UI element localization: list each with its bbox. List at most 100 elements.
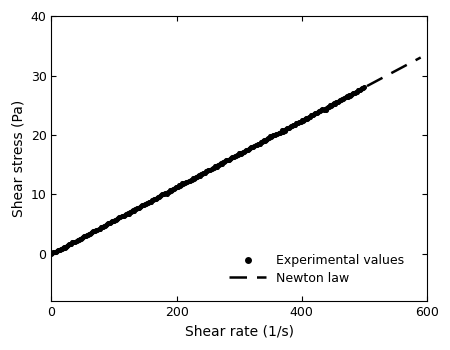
Experimental values xyxy=(337,97,344,103)
Experimental values xyxy=(293,120,300,125)
Experimental values xyxy=(333,99,340,105)
Experimental values xyxy=(266,135,273,141)
Experimental values xyxy=(347,92,354,98)
Experimental values xyxy=(258,139,265,145)
Experimental values xyxy=(144,200,151,206)
Experimental values xyxy=(295,121,302,126)
Experimental values xyxy=(118,214,125,219)
Legend: Experimental values, Newton law: Experimental values, Newton law xyxy=(224,248,410,289)
Experimental values xyxy=(261,138,269,144)
Experimental values xyxy=(149,197,157,203)
Experimental values xyxy=(350,91,357,96)
Experimental values xyxy=(322,107,329,112)
Experimental values xyxy=(275,131,282,136)
Experimental values xyxy=(296,119,303,125)
Experimental values xyxy=(310,111,318,117)
Experimental values xyxy=(202,170,209,175)
Experimental values xyxy=(346,93,353,99)
Experimental values xyxy=(361,84,368,90)
Experimental values xyxy=(176,183,184,189)
Experimental values xyxy=(223,157,230,163)
Experimental values xyxy=(315,110,322,115)
Experimental values xyxy=(190,176,198,181)
Experimental values xyxy=(93,227,100,233)
Experimental values xyxy=(135,205,142,211)
Experimental values xyxy=(205,168,212,173)
Experimental values xyxy=(170,187,177,192)
Experimental values xyxy=(288,124,296,129)
Experimental values xyxy=(353,89,360,95)
Experimental values xyxy=(292,122,299,127)
Experimental values xyxy=(229,155,236,160)
Experimental values xyxy=(201,170,208,176)
Experimental values xyxy=(308,112,315,118)
Experimental values xyxy=(204,168,211,174)
Experimental values xyxy=(243,147,250,153)
Experimental values xyxy=(231,153,238,159)
Experimental values xyxy=(114,217,121,222)
Experimental values xyxy=(156,194,163,200)
Experimental values xyxy=(243,147,251,153)
Experimental values xyxy=(348,91,356,97)
Experimental values xyxy=(279,129,286,134)
Experimental values xyxy=(119,213,126,219)
Experimental values xyxy=(59,245,67,251)
Experimental values xyxy=(134,205,141,210)
Experimental values xyxy=(325,104,333,110)
Experimental values xyxy=(329,101,337,107)
Experimental values xyxy=(74,237,81,243)
Experimental values xyxy=(290,122,297,128)
Experimental values xyxy=(256,141,263,146)
Experimental values xyxy=(78,235,86,241)
Experimental values xyxy=(133,206,140,211)
Experimental values xyxy=(194,173,202,178)
Experimental values xyxy=(180,181,187,187)
Experimental values xyxy=(280,127,288,133)
Experimental values xyxy=(147,199,154,204)
Experimental values xyxy=(102,223,109,228)
Experimental values xyxy=(260,138,267,143)
Experimental values xyxy=(211,163,218,169)
Experimental values xyxy=(143,200,150,205)
Experimental values xyxy=(86,231,94,237)
Experimental values xyxy=(97,224,104,230)
Experimental values xyxy=(165,189,172,194)
Experimental values xyxy=(302,116,309,121)
Experimental values xyxy=(58,246,65,251)
Experimental values xyxy=(255,141,262,146)
Experimental values xyxy=(238,150,246,156)
Experimental values xyxy=(104,221,111,227)
Experimental values xyxy=(131,207,139,212)
Experimental values xyxy=(259,138,266,144)
Experimental values xyxy=(268,134,275,140)
Experimental values xyxy=(237,151,244,156)
Experimental values xyxy=(349,91,356,96)
Experimental values xyxy=(212,163,219,169)
Experimental values xyxy=(188,177,195,183)
Experimental values xyxy=(352,89,360,95)
Experimental values xyxy=(341,95,348,101)
Experimental values xyxy=(184,180,191,185)
Experimental values xyxy=(77,236,84,241)
Experimental values xyxy=(356,87,364,93)
Experimental values xyxy=(316,108,323,114)
Experimental values xyxy=(183,180,190,185)
Experimental values xyxy=(167,188,174,193)
Experimental values xyxy=(173,184,180,190)
Experimental values xyxy=(125,211,132,217)
Experimental values xyxy=(233,152,240,158)
Experimental values xyxy=(218,161,225,166)
Experimental values xyxy=(270,133,277,138)
Experimental values xyxy=(162,190,169,196)
Experimental values xyxy=(128,208,135,214)
Experimental values xyxy=(172,184,180,190)
Experimental values xyxy=(140,202,147,208)
Experimental values xyxy=(176,182,183,188)
Experimental values xyxy=(235,150,243,156)
Experimental values xyxy=(265,136,272,141)
Experimental values xyxy=(191,175,198,181)
Experimental values xyxy=(324,104,331,110)
Experimental values xyxy=(120,213,127,219)
Experimental values xyxy=(328,102,336,108)
Experimental values xyxy=(192,174,199,180)
